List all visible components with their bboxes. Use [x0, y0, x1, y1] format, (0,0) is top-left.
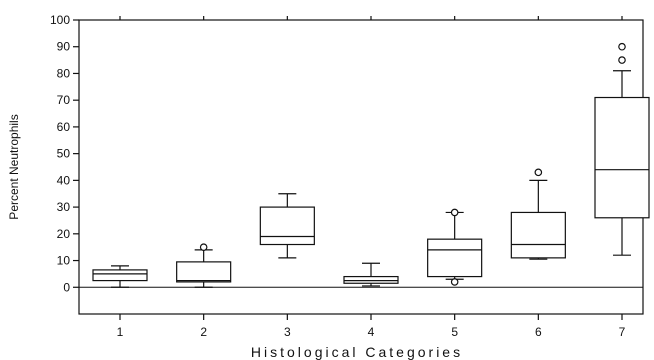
plot-layer: 0 10 20 30 40 50 60 70 80 90 100 1 2 3 4 5 6 7	[50, 13, 650, 339]
x-tick-label-4: 4	[368, 325, 375, 339]
box-5	[427, 238, 483, 278]
box-category-7	[594, 42, 650, 256]
y-tick-label-30: 30	[57, 200, 71, 214]
y-tick-label-90: 90	[57, 40, 71, 54]
box-category-4	[343, 262, 399, 287]
outlier-7-1	[618, 42, 626, 51]
outlier-5-0	[450, 278, 459, 286]
y-tick-label-80: 80	[57, 66, 71, 80]
y-tick-label-10: 10	[57, 254, 71, 268]
y-tick-label-40: 40	[57, 173, 71, 187]
x-tick-label-2: 2	[200, 325, 207, 339]
x-tick-label-3: 3	[284, 325, 291, 339]
box-2	[176, 261, 232, 283]
outlier-6-0	[534, 168, 543, 177]
outlier-2-0	[199, 243, 208, 251]
box-1	[92, 269, 148, 282]
plot-frame	[78, 19, 644, 315]
box-3	[259, 206, 315, 246]
x-tick-label-6: 6	[535, 325, 542, 339]
y-axis-title: Percent Neutrophils	[7, 114, 21, 219]
box-category-1	[92, 265, 148, 288]
box-category-2	[176, 243, 232, 288]
y-tick-label-70: 70	[57, 93, 71, 107]
box-category-3	[259, 193, 315, 259]
outlier-5-1	[450, 208, 459, 217]
x-tick-label-5: 5	[451, 325, 458, 339]
y-tick-label-50: 50	[57, 147, 71, 161]
box-4	[343, 275, 399, 284]
y-tick-label-0: 0	[63, 280, 70, 294]
x-tick-label-1: 1	[117, 325, 124, 339]
outlier-7-0	[618, 56, 626, 64]
box-category-6	[510, 168, 566, 260]
y-tick-label-100: 100	[50, 13, 70, 27]
box-category-5	[427, 208, 483, 286]
y-tick-label-20: 20	[57, 227, 71, 241]
box-6	[510, 211, 566, 259]
box-7	[594, 96, 650, 219]
x-tick-label-7: 7	[619, 325, 626, 339]
x-axis-title: Histological Categories	[251, 344, 463, 360]
y-tick-label-60: 60	[57, 120, 71, 134]
